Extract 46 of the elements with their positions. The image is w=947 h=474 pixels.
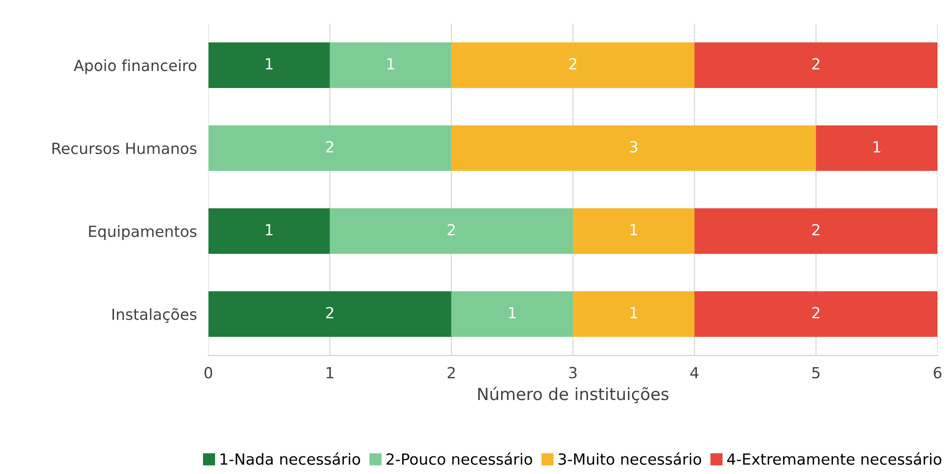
bar [208, 291, 452, 337]
bar [694, 291, 938, 337]
legend-label: 2-Pouco necessário [386, 452, 532, 465]
x-tick-label: 4 [690, 367, 698, 378]
data-label: 1 [630, 307, 638, 318]
y-tick-label: Equipamentos [89, 225, 196, 240]
y-tick-label: Apoio financeiro [74, 59, 196, 74]
data-label: 2 [326, 141, 334, 152]
bar [208, 125, 452, 171]
x-tick-label: 3 [569, 366, 577, 378]
bar [451, 291, 573, 337]
data-label: 2 [812, 306, 820, 318]
data-label: 1 [266, 58, 273, 70]
x-tick-label: 1 [326, 367, 334, 378]
x-tick-label: 6 [934, 366, 942, 378]
bar [208, 42, 330, 88]
bar [208, 208, 330, 254]
data-label: 1 [630, 224, 638, 236]
x-tick-label: 5 [812, 367, 820, 378]
legend-label: 4-Extremamente necessário [727, 452, 942, 465]
bar [694, 208, 938, 254]
bar [451, 125, 816, 171]
x-axis-title: Número de instituições [478, 386, 668, 404]
bar [572, 208, 694, 254]
bar [330, 42, 452, 88]
data-label: 1 [387, 58, 394, 70]
bar [572, 291, 694, 337]
data-label: 1 [508, 307, 516, 318]
x-tick-label: 2 [448, 366, 455, 378]
bar [694, 42, 938, 88]
data-label: 2 [812, 58, 820, 70]
y-tick-label: Instalações [112, 308, 196, 323]
data-label: 2 [569, 58, 576, 70]
bar [330, 208, 573, 254]
data-label: 2 [326, 306, 334, 318]
y-tick-label: Recursos Humanos [52, 142, 196, 154]
data-label: 3 [630, 141, 638, 153]
data-label: 2 [812, 224, 820, 236]
data-label: 1 [874, 141, 880, 152]
data-label: 1 [266, 224, 273, 236]
bar [816, 125, 938, 171]
data-label: 2 [448, 224, 455, 236]
x-tick-label: 0 [204, 366, 212, 378]
legend-label: 1-Nada necessário [220, 452, 360, 465]
legend-label: 3-Muito necessário [558, 452, 702, 465]
bar [451, 42, 694, 88]
